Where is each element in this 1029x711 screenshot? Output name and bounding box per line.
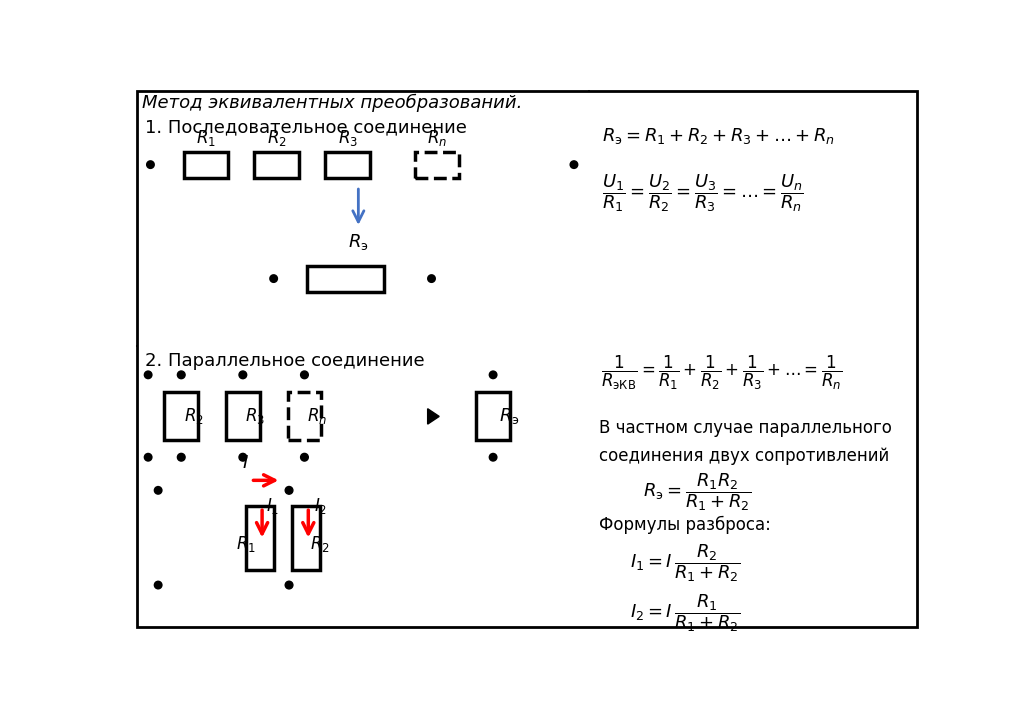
Circle shape <box>145 372 151 378</box>
Text: $I_1$: $I_1$ <box>265 496 279 516</box>
Text: $R_{\mathsf{э}}$: $R_{\mathsf{э}}$ <box>499 406 520 426</box>
Circle shape <box>285 581 293 589</box>
Text: В частном случае параллельного
соединения двух сопротивлений: В частном случае параллельного соединени… <box>599 419 892 464</box>
Text: $R_2$: $R_2$ <box>183 406 204 426</box>
Text: $R_2$: $R_2$ <box>267 128 287 148</box>
Text: $R_n$: $R_n$ <box>307 406 327 426</box>
Text: Метод эквивалентных преобразований.: Метод эквивалентных преобразований. <box>142 94 523 112</box>
Bar <box>165 392 199 440</box>
Text: $R_{\mathsf{э}} = \dfrac{R_1 R_2}{R_1 + R_2}$: $R_{\mathsf{э}} = \dfrac{R_1 R_2}{R_1 + … <box>643 471 751 513</box>
Circle shape <box>145 454 151 460</box>
Circle shape <box>239 454 247 461</box>
Text: $I$: $I$ <box>242 454 249 472</box>
Bar <box>287 392 321 440</box>
Text: $R_3$: $R_3$ <box>338 128 358 148</box>
Circle shape <box>147 161 153 168</box>
Text: $R_1$: $R_1$ <box>236 534 256 554</box>
Text: $I_2$: $I_2$ <box>314 496 327 516</box>
Bar <box>307 265 384 292</box>
Text: $R_n$: $R_n$ <box>427 128 447 148</box>
Text: $R_3$: $R_3$ <box>245 406 265 426</box>
Text: 1. Последовательное соединение: 1. Последовательное соединение <box>145 119 467 137</box>
Text: Формулы разброса:: Формулы разброса: <box>599 515 771 534</box>
Bar <box>183 151 228 178</box>
Text: $\dfrac{1}{R_{\mathsf{эКВ}}} = \dfrac{1}{R_1} + \dfrac{1}{R_2} + \dfrac{1}{R_3} : $\dfrac{1}{R_{\mathsf{эКВ}}} = \dfrac{1}… <box>601 354 843 392</box>
Circle shape <box>177 371 185 379</box>
Circle shape <box>490 454 496 460</box>
Bar <box>246 506 274 570</box>
Bar <box>292 506 320 570</box>
Bar <box>226 392 259 440</box>
Bar <box>254 151 299 178</box>
Circle shape <box>177 454 185 461</box>
Text: $R_{\mathsf{э}}$: $R_{\mathsf{э}}$ <box>348 232 368 252</box>
Circle shape <box>271 275 277 282</box>
Circle shape <box>285 486 293 494</box>
Text: $R_{\mathsf{э}} = R_1 + R_2 + R_3 + \ldots + R_n$: $R_{\mathsf{э}} = R_1 + R_2 + R_3 + \ldo… <box>602 126 836 146</box>
Bar <box>325 151 369 178</box>
Text: $\dfrac{U_1}{R_1} = \dfrac{U_2}{R_2} = \dfrac{U_3}{R_3} = \ldots = \dfrac{U_n}{R: $\dfrac{U_1}{R_1} = \dfrac{U_2}{R_2} = \… <box>602 172 805 214</box>
Text: $I_2 = I\,\dfrac{R_1}{R_1 + R_2}$: $I_2 = I\,\dfrac{R_1}{R_1 + R_2}$ <box>630 593 741 634</box>
Circle shape <box>490 372 496 378</box>
Bar <box>476 392 510 440</box>
Circle shape <box>428 275 434 282</box>
Text: 2. Параллельное соединение: 2. Параллельное соединение <box>145 352 425 370</box>
Circle shape <box>300 371 309 379</box>
Bar <box>415 151 459 178</box>
Circle shape <box>571 161 577 168</box>
Text: $I_1 = I\,\dfrac{R_2}{R_1 + R_2}$: $I_1 = I\,\dfrac{R_2}{R_1 + R_2}$ <box>630 542 741 584</box>
Text: $R_1$: $R_1$ <box>196 128 216 148</box>
Polygon shape <box>428 409 439 424</box>
Circle shape <box>239 371 247 379</box>
Circle shape <box>155 487 162 493</box>
Circle shape <box>155 582 162 588</box>
Text: $R_2$: $R_2$ <box>310 534 329 554</box>
Circle shape <box>300 454 309 461</box>
